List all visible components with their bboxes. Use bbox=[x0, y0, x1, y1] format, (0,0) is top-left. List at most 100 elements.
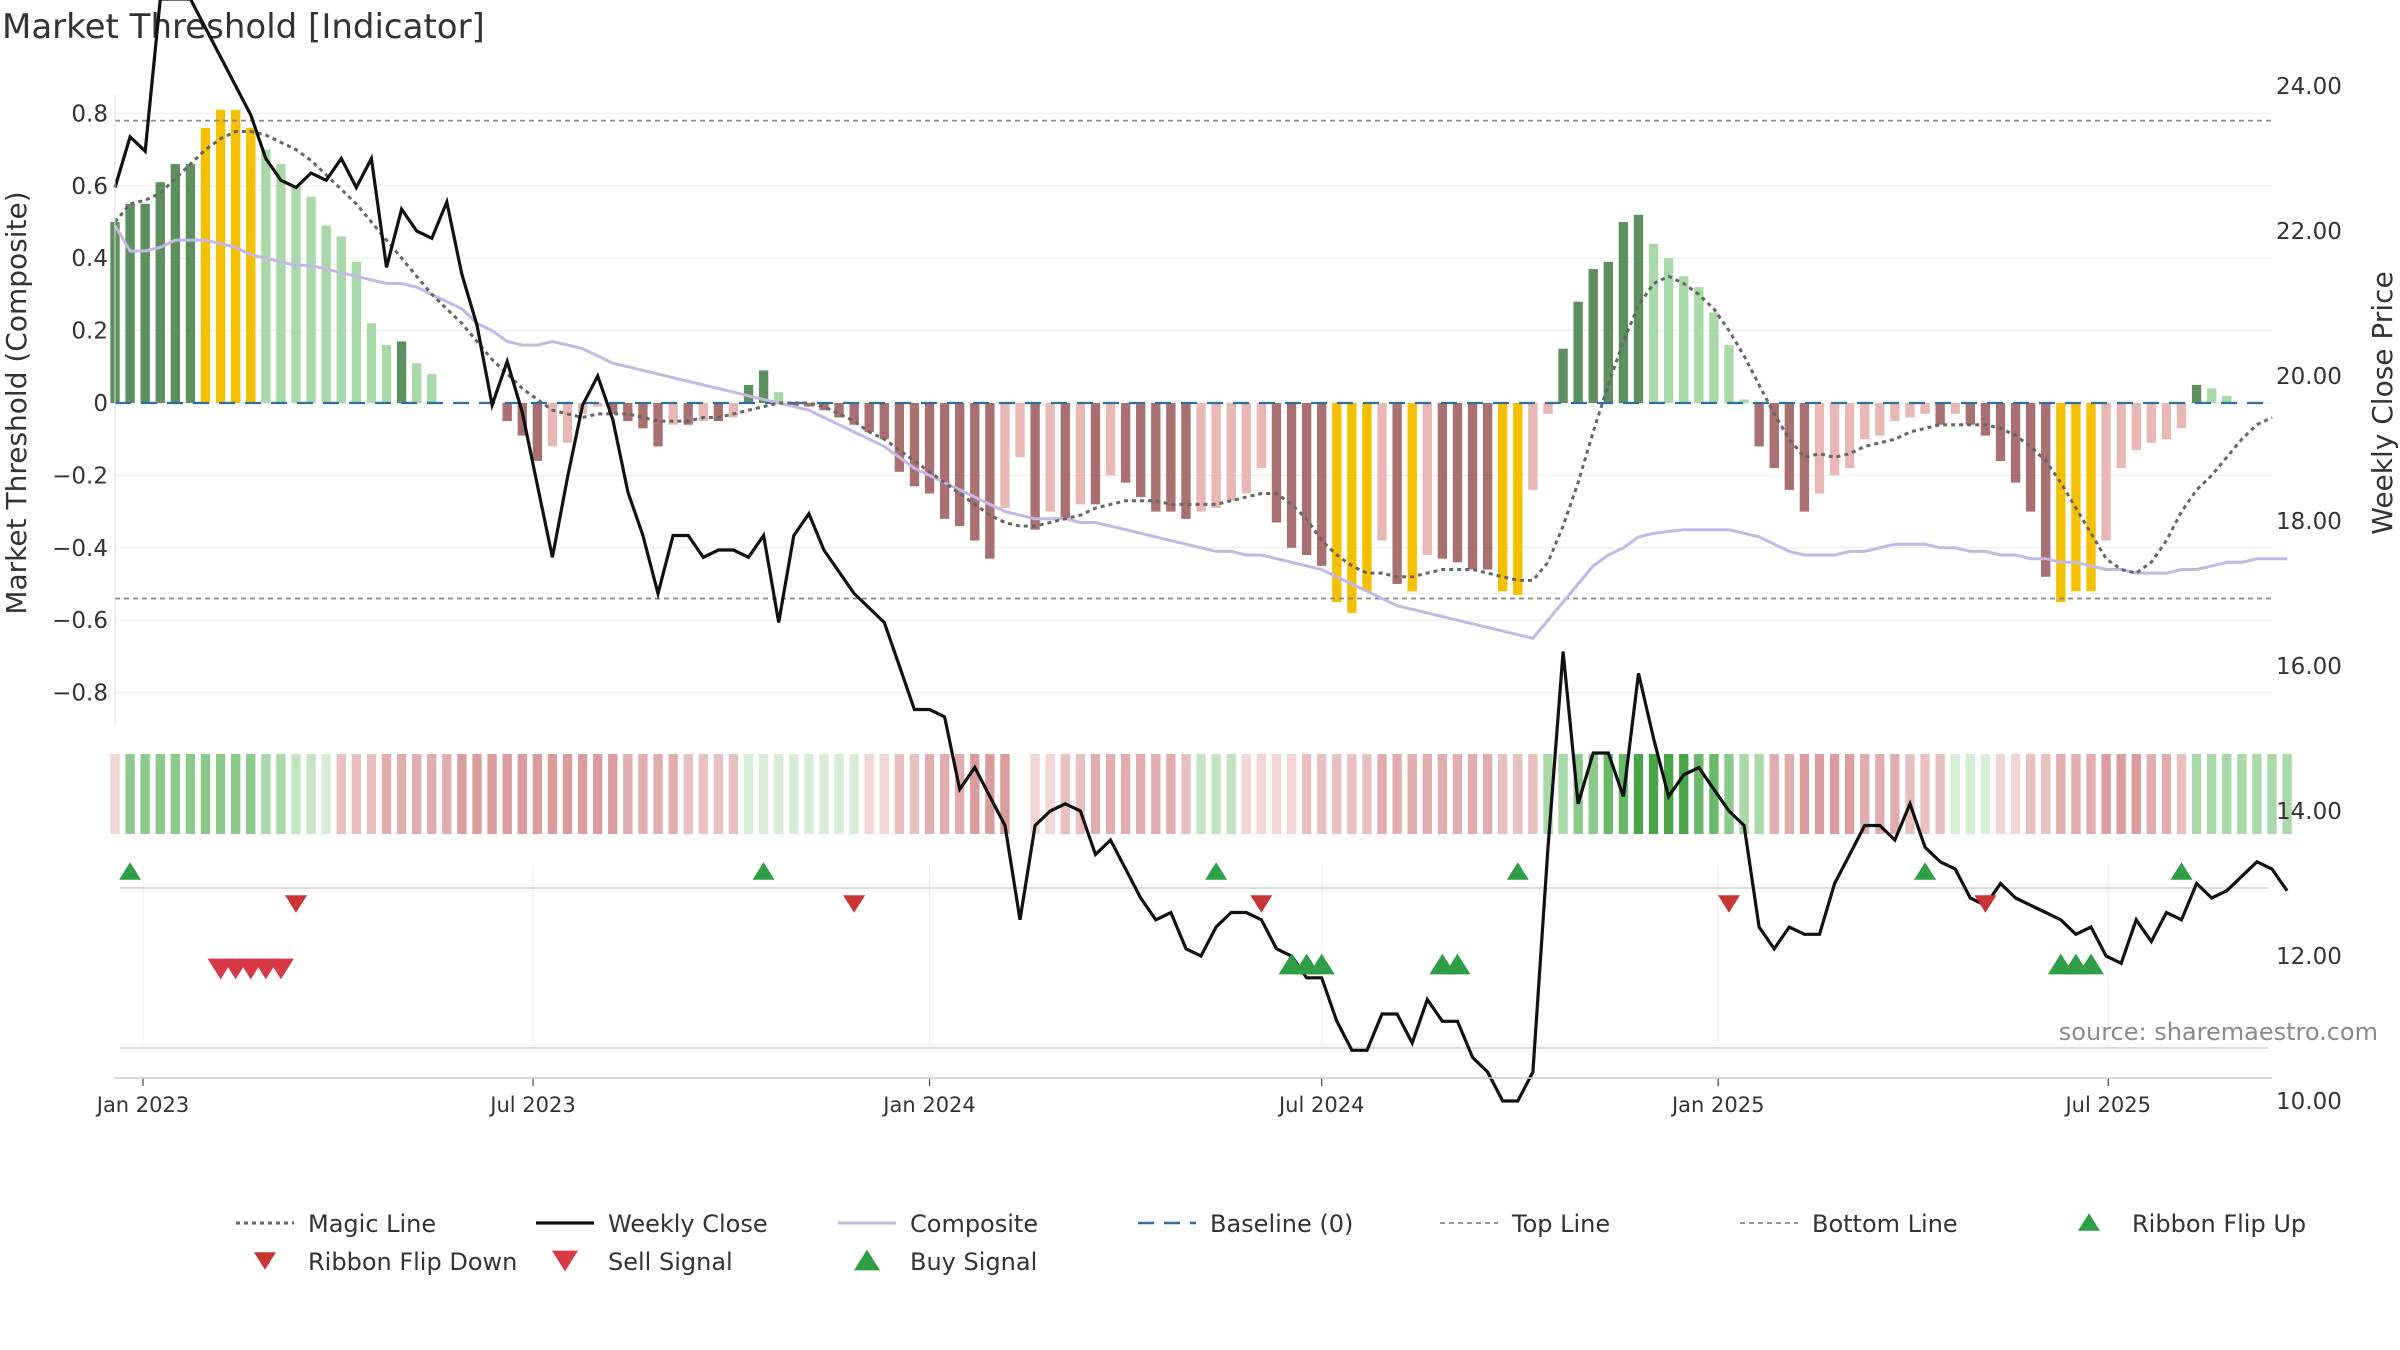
legend-label: Baseline (0) bbox=[1210, 1210, 1353, 1238]
ribbon-cell bbox=[140, 754, 150, 834]
composite-bar bbox=[1362, 403, 1372, 592]
composite-bar bbox=[1166, 403, 1176, 512]
composite-bar bbox=[1694, 287, 1704, 403]
ribbon-cell bbox=[2267, 754, 2277, 834]
ribbon-cell bbox=[939, 754, 950, 834]
y2-tick-label: 24.00 bbox=[2276, 74, 2342, 100]
x-tick-label: Jul 2025 bbox=[2063, 1093, 2150, 1117]
ribbon-cell bbox=[351, 754, 362, 834]
ribbon-cell bbox=[653, 754, 663, 834]
y2-axis-label: Weekly Close Price bbox=[2366, 271, 2399, 534]
ribbon-cell bbox=[562, 754, 573, 834]
ribbon-cell bbox=[185, 754, 196, 834]
legend-item-flipdown: Ribbon Flip Down bbox=[254, 1248, 517, 1276]
composite-bar bbox=[1618, 222, 1629, 403]
ribbon-cell bbox=[924, 754, 935, 834]
ribbon-cell bbox=[2237, 754, 2247, 834]
ribbon-cell bbox=[1950, 754, 1960, 834]
y-tick-label: −0.8 bbox=[52, 681, 108, 707]
composite-bar bbox=[985, 403, 995, 559]
composite-bar bbox=[1015, 403, 1025, 458]
legend-item-composite: Composite bbox=[838, 1210, 1038, 1238]
legend-label: Composite bbox=[910, 1210, 1038, 1238]
signal-rows bbox=[119, 862, 2193, 980]
composite-bar bbox=[1181, 403, 1191, 519]
ribbon-cell bbox=[321, 754, 331, 834]
composite-bar bbox=[698, 403, 708, 422]
ribbon-cell bbox=[215, 754, 226, 834]
composite-bar bbox=[2191, 384, 2202, 403]
composite-bar bbox=[1603, 261, 1613, 403]
ribbon-cell bbox=[125, 754, 135, 834]
composite-bar bbox=[1196, 403, 1206, 512]
composite-bar bbox=[1769, 403, 1779, 469]
ribbon-cell bbox=[306, 754, 316, 834]
buy-signal-marker bbox=[1444, 953, 1471, 975]
composite-bar bbox=[1950, 403, 1960, 414]
composite-bar bbox=[1679, 276, 1689, 403]
composite-bar bbox=[230, 109, 241, 403]
ribbon-cell bbox=[381, 754, 392, 834]
composite-bar bbox=[1829, 403, 1840, 476]
composite-bar bbox=[140, 203, 150, 403]
ribbon-cell bbox=[1090, 754, 1101, 834]
composite-bar bbox=[1105, 403, 1116, 476]
composite-bar bbox=[562, 403, 573, 443]
composite-bar bbox=[1739, 399, 1749, 403]
composite-bar bbox=[2071, 403, 2081, 592]
composite-bar bbox=[1075, 403, 1086, 505]
composite-bar bbox=[1558, 348, 1568, 403]
ribbon-cell bbox=[1829, 754, 1840, 834]
composite-bar bbox=[834, 403, 844, 418]
ribbon-cell bbox=[1347, 754, 1357, 834]
ribbon-cell bbox=[2101, 754, 2111, 834]
composite-bar bbox=[427, 374, 437, 403]
y2-tick-label: 14.00 bbox=[2276, 799, 2342, 825]
composite-bar bbox=[1709, 312, 1719, 403]
ribbon-cell bbox=[2010, 754, 2021, 834]
ribbon-cell bbox=[1166, 754, 1176, 834]
composite-bar bbox=[1905, 403, 1915, 418]
y-tick-label: −0.2 bbox=[52, 463, 108, 489]
composite-bar bbox=[2010, 403, 2021, 483]
legend-label: Magic Line bbox=[308, 1210, 436, 1238]
composite-bar bbox=[1513, 403, 1523, 595]
ribbon-cell bbox=[1633, 754, 1644, 834]
ribbon-cell bbox=[1603, 754, 1613, 834]
ribbon-cell bbox=[1226, 754, 1236, 834]
composite-bar bbox=[412, 363, 422, 403]
y2-tick-label: 10.00 bbox=[2276, 1089, 2342, 1115]
ribbon-cell bbox=[1995, 754, 2006, 834]
y-tick-label: 0.4 bbox=[71, 246, 108, 272]
composite-bar bbox=[1151, 403, 1161, 512]
composite-bar bbox=[804, 403, 814, 407]
composite-bar bbox=[955, 403, 965, 527]
composite-bar bbox=[894, 403, 905, 472]
ribbon-cell bbox=[1422, 754, 1432, 834]
composite-bar bbox=[1437, 403, 1448, 559]
composite-bar bbox=[1965, 403, 1975, 425]
ribbon-flip-up-marker bbox=[1506, 862, 1529, 880]
ribbon-cell bbox=[412, 754, 422, 834]
composite-bar bbox=[924, 403, 935, 494]
composite-bar bbox=[1543, 403, 1553, 414]
ribbon-cell bbox=[1015, 754, 1025, 834]
composite-bar bbox=[2101, 403, 2111, 541]
ribbon-cell bbox=[1528, 754, 1538, 834]
composite-bars bbox=[110, 109, 2232, 613]
ribbon-cell bbox=[774, 754, 784, 834]
composite-bar bbox=[864, 403, 874, 432]
ribbon-cell bbox=[532, 754, 543, 834]
ribbon-flip-up-marker bbox=[2170, 862, 2193, 880]
composite-bar bbox=[1045, 403, 1055, 512]
composite-bar bbox=[381, 345, 392, 403]
ribbon-cell bbox=[819, 754, 829, 834]
composite-bar bbox=[743, 384, 754, 403]
ribbon-cell bbox=[1241, 754, 1251, 834]
composite-bar bbox=[215, 109, 226, 403]
composite-bar bbox=[1452, 403, 1463, 563]
ribbon-cell bbox=[1392, 754, 1402, 834]
ribbon-cell bbox=[789, 754, 799, 834]
ribbon-flip-down-marker bbox=[1250, 895, 1273, 913]
